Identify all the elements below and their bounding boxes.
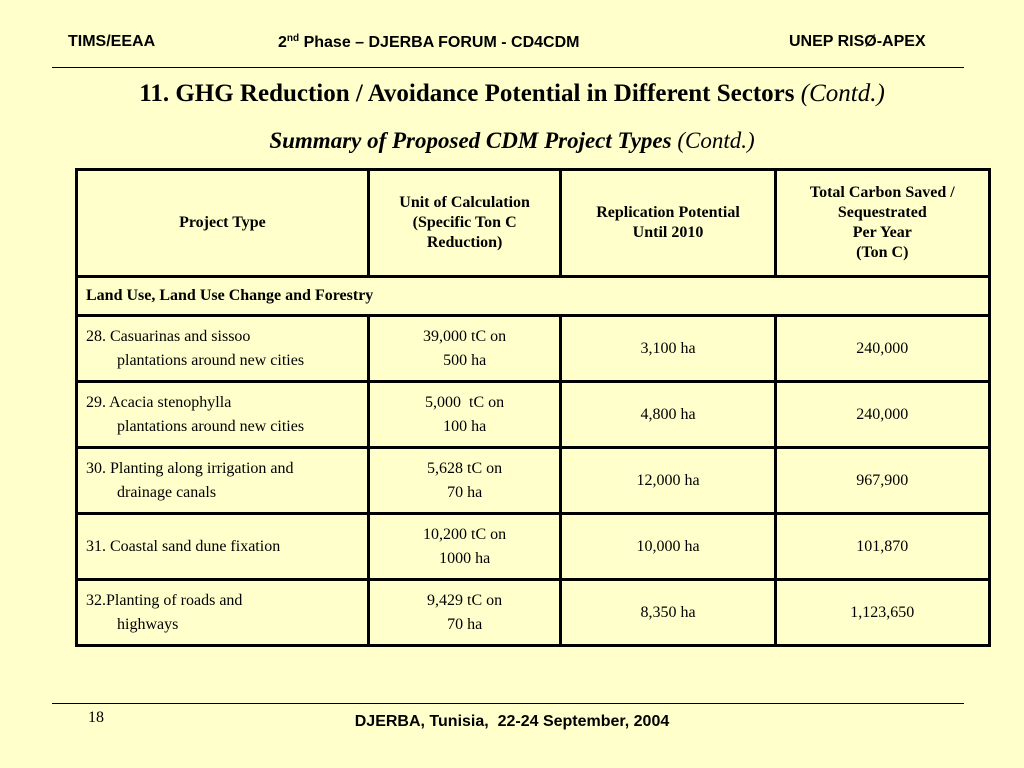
slide-subtitle-contd: (Contd.) [677,128,755,153]
header-carbon-line: Sequestrated [837,204,927,221]
table-row: 28. Casuarinas and sissoo plantations aro… [75,314,992,383]
cell-replication: 3,100 ha [559,314,777,383]
project-type-line: 31. Coastal sand dune fixation [86,537,281,555]
header-carbon-line: (Ton C) [856,244,909,261]
cell-unit: 39,000 tC on 500 ha [366,314,563,383]
header-phase-text: Phase – DJERBA FORUM - CD4CDM [299,34,580,51]
project-type-line: 29. Acacia stenophylla [86,393,232,411]
project-type-line: 30. Planting along irrigation and [86,459,294,477]
cell-project-type: 28. Casuarinas and sissoo plantations aro… [75,314,370,383]
section-label: Land Use, Land Use Change and Forestry [75,275,991,317]
project-type-line: 32.Planting of roads and [86,591,243,609]
cdm-project-table: Project Type Unit of Calculation (Specif… [75,168,992,647]
header-carbon-line: Total Carbon Saved / [809,184,955,201]
project-type-line: drainage canals [117,483,217,501]
header-carbon-line: Per Year [852,224,912,241]
header-center: 2nd Phase – DJERBA FORUM - CD4CDM [278,33,579,52]
project-type-line: highways [117,615,179,633]
cell-unit: 10,200 tC on 1000 ha [366,512,563,581]
header-unit-of-calculation: Unit of Calculation (Specific Ton C Redu… [366,168,563,278]
table-row: 31. Coastal sand dune fixation 10,200 tC… [75,512,992,581]
header-left: TIMS/EEAA [68,33,156,50]
cell-replication: 8,350 ha [559,578,777,647]
table-row: 32.Planting of roads and highways 9,429 t… [75,578,992,647]
table-header-row: Project Type Unit of Calculation (Specif… [75,168,992,278]
header-replication-line: Replication Potential [596,204,740,221]
slide-title-main: 11. GHG Reduction / Avoidance Potential … [139,80,795,107]
cell-carbon: 240,000 [773,314,992,383]
header-replication-potential: Replication Potential Until 2010 [559,168,777,278]
cell-project-type: 29. Acacia stenophylla plantations around… [75,380,370,449]
slide-subtitle-main: Summary of Proposed CDM Project Types [269,128,672,153]
unit-line: 9,429 tC on [427,591,503,609]
slide-subtitle: Summary of Proposed CDM Project Types (C… [0,128,1024,154]
unit-line: 1000 ha [439,549,491,567]
page-number: 18 [88,709,104,726]
header-unit-line: Unit of Calculation [399,194,530,211]
unit-line: 5,000 tC on [425,393,505,411]
cell-unit: 5,000 tC on 100 ha [366,380,563,449]
header-project-type: Project Type [75,168,370,278]
unit-line: 5,628 tC on [427,459,503,477]
unit-line: 500 ha [443,351,487,369]
cell-unit: 5,628 tC on 70 ha [366,446,563,515]
unit-line: 10,200 tC on [423,525,507,543]
slide-title-contd: (Contd.) [800,80,885,107]
project-type-line: plantations around new cities [117,351,305,369]
header-phase-suffix: nd [286,33,300,44]
cell-project-type: 30. Planting along irrigation and drainag… [75,446,370,515]
footer-divider [52,703,964,704]
slide-title: 11. GHG Reduction / Avoidance Potential … [0,80,1024,108]
cell-carbon: 967,900 [773,446,992,515]
header-unit-line: (Specific Ton C [412,214,517,231]
table-row: 29. Acacia stenophylla plantations around… [75,380,992,449]
cell-unit: 9,429 tC on 70 ha [366,578,563,647]
header-unit-line: Reduction) [426,234,503,251]
cell-replication: 10,000 ha [559,512,777,581]
cell-carbon: 240,000 [773,380,992,449]
unit-line: 39,000 tC on [423,327,507,345]
cell-carbon: 101,870 [773,512,992,581]
project-type-line: 28. Casuarinas and sissoo [86,327,251,345]
table-row: 30. Planting along irrigation and drainag… [75,446,992,515]
header-right: UNEP RISØ-APEX [789,33,926,50]
cell-replication: 4,800 ha [559,380,777,449]
cell-project-type: 31. Coastal sand dune fixation [75,512,370,581]
cell-replication: 12,000 ha [559,446,777,515]
unit-line: 70 ha [447,483,483,501]
project-type-line: plantations around new cities [117,417,305,435]
header-total-carbon: Total Carbon Saved / Sequestrated Per Ye… [773,168,992,278]
header-phase-number: 2 [278,34,287,51]
unit-line: 100 ha [443,417,487,435]
header-divider [52,67,964,68]
cell-project-type: 32.Planting of roads and highways [75,578,370,647]
header-replication-line: Until 2010 [632,224,704,241]
footer-text: DJERBA, Tunisia, 22-24 September, 2004 [354,713,670,730]
table-section-row: Land Use, Land Use Change and Forestry [75,275,991,317]
cell-carbon: 1,123,650 [773,578,992,647]
unit-line: 70 ha [447,615,483,633]
